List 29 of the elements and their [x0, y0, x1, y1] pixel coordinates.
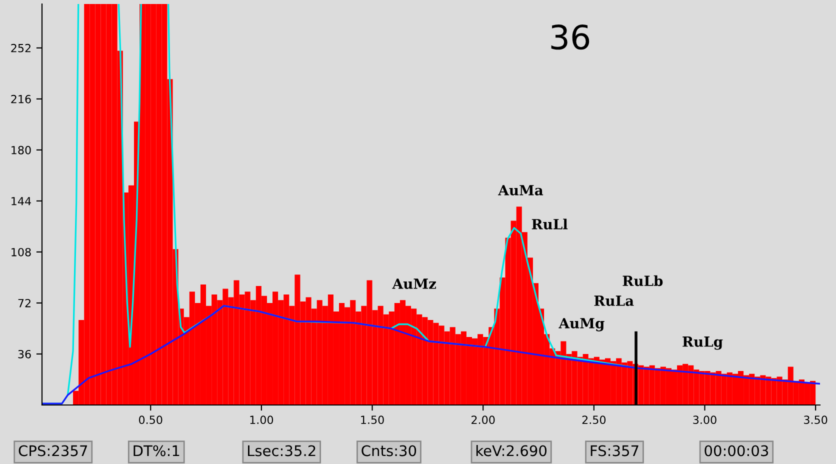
x-tick-label: 3.00: [693, 416, 716, 424]
text: Cnts:30: [362, 445, 416, 456]
annotation: AuMa: [498, 185, 544, 196]
annotation: AuMg: [558, 318, 604, 332]
text: Lsec:35.2: [248, 445, 316, 456]
annotation: AuMz: [392, 278, 436, 289]
y-tick-label: 216: [11, 94, 31, 104]
y-tick-label: 36: [18, 350, 31, 358]
x-tick-label: 2.50: [582, 416, 606, 424]
y-tick-label: 252: [11, 44, 30, 52]
annotation: RuLg: [682, 336, 723, 350]
y-tick-label: 108: [12, 248, 31, 256]
text: DT%:1: [134, 445, 180, 456]
x-tick-label: 0.50: [138, 416, 162, 424]
x-tick-label: 3.50: [804, 416, 828, 424]
text: FS:357: [590, 445, 638, 456]
annotation: 36: [551, 24, 590, 50]
x-tick-label: 1.00: [250, 416, 274, 424]
annotation: RuLa: [594, 296, 634, 306]
text: keV:2.690: [476, 444, 547, 456]
text: CPS:2357: [18, 445, 88, 456]
y-tick-label: 144: [12, 197, 31, 206]
text: 00:00:03: [704, 445, 768, 456]
x-tick-label: 2.00: [472, 416, 495, 424]
annotation: RuLl: [532, 218, 568, 230]
x-tick-label: 1.50: [361, 416, 384, 424]
annotation: RuLb: [622, 275, 663, 286]
y-tick-label: 180: [12, 146, 31, 154]
y-tick-label: 72: [18, 298, 30, 308]
